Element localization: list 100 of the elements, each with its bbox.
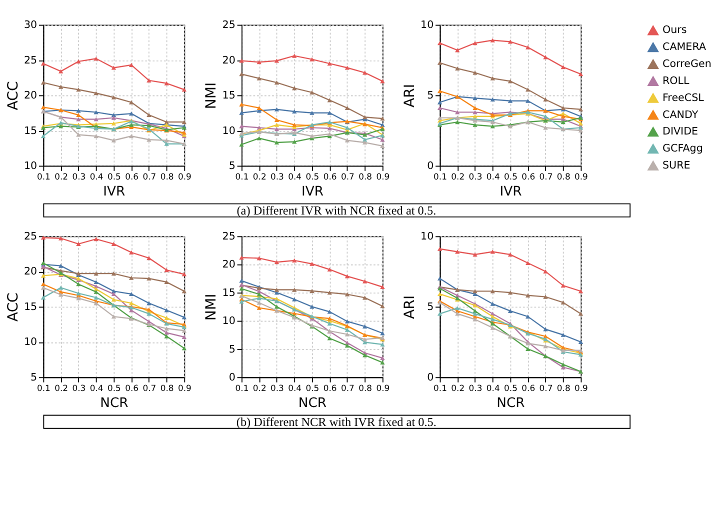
y-tick-label: 10 xyxy=(222,315,236,328)
x-tick-label: 0.3 xyxy=(468,171,482,182)
x-tick-label: 0.7 xyxy=(539,382,553,393)
legend-label: SURE xyxy=(662,160,690,172)
y-tick-label: 25 xyxy=(222,230,236,243)
x-tick-label: 0.4 xyxy=(90,382,104,393)
y-tick-label: 10 xyxy=(24,160,38,172)
legend-label: Ours xyxy=(662,24,687,36)
x-axis-title: IVR xyxy=(103,184,126,200)
y-axis-title: NMI xyxy=(204,294,220,321)
x-tick-label: 0.8 xyxy=(160,171,174,182)
x-tick-label: 0.5 xyxy=(504,171,518,182)
y-tick-label: 5 xyxy=(228,343,236,356)
y-tick-label: 25 xyxy=(24,54,38,66)
x-tick-label: 0.8 xyxy=(556,171,570,182)
x-tick-label: 0.6 xyxy=(323,382,337,393)
y-tick-label: 10 xyxy=(420,230,434,243)
legend-label: FreeCSL xyxy=(662,92,704,104)
x-tick-label: 0.9 xyxy=(178,171,192,182)
x-tick-label: 0.7 xyxy=(340,171,354,182)
y-tick-label: 15 xyxy=(24,124,38,137)
x-tick-label: 0.4 xyxy=(486,171,500,182)
x-tick-label: 0.6 xyxy=(522,171,536,182)
y-tick-label: 15 xyxy=(222,90,236,102)
x-tick-label: 0.1 xyxy=(434,171,447,182)
x-tick-label: 0.6 xyxy=(522,382,536,393)
y-axis-title: ACC xyxy=(5,81,22,110)
y-axis-title: NMI xyxy=(204,82,220,110)
x-tick-label: 0.9 xyxy=(376,382,390,393)
y-tick-label: 5 xyxy=(228,160,236,172)
x-tick-label: 0.4 xyxy=(90,171,104,182)
x-axis-title: NCR xyxy=(298,396,327,411)
x-tick-label: 0.3 xyxy=(72,171,86,182)
y-tick-label: 5 xyxy=(30,371,38,384)
y-axis-title: ACC xyxy=(5,292,22,322)
y-tick-label: 20 xyxy=(24,90,38,102)
x-tick-label: 0.2 xyxy=(252,171,266,182)
x-axis-title: IVR xyxy=(500,184,522,200)
y-tick-label: 0 xyxy=(427,371,434,384)
x-tick-label: 0.8 xyxy=(358,382,372,393)
legend-label: CorreGen xyxy=(662,58,712,70)
x-tick-label: 0.5 xyxy=(107,171,121,182)
x-tick-label: 0.8 xyxy=(358,171,372,182)
x-tick-label: 0.2 xyxy=(451,171,465,182)
y-tick-label: 25 xyxy=(24,230,38,243)
x-tick-label: 0.9 xyxy=(376,171,390,182)
x-tick-label: 0.9 xyxy=(574,171,588,182)
y-tick-label: 10 xyxy=(420,19,434,32)
x-tick-label: 0.1 xyxy=(36,171,50,182)
x-tick-label: 0.7 xyxy=(142,171,156,182)
x-tick-label: 0.1 xyxy=(434,382,447,393)
legend-label: CANDY xyxy=(662,108,699,121)
x-tick-label: 0.1 xyxy=(36,382,50,393)
legend-label: DIVIDE xyxy=(662,126,698,138)
x-tick-label: 0.6 xyxy=(125,171,139,182)
x-tick-label: 0.2 xyxy=(54,171,68,182)
x-tick-label: 0.6 xyxy=(323,171,337,182)
x-axis-title: NCR xyxy=(496,396,525,411)
text: (a) Different IVR with NCR fixed at 0.5. xyxy=(236,204,436,218)
x-tick-label: 0.9 xyxy=(574,382,588,393)
x-tick-label: 0.9 xyxy=(178,382,192,393)
x-tick-label: 0.5 xyxy=(306,382,320,393)
x-tick-label: 0.3 xyxy=(270,382,284,393)
x-tick-label: 0.7 xyxy=(539,171,553,182)
x-tick-label: 0.1 xyxy=(235,171,249,182)
x-tick-label: 0.4 xyxy=(486,382,500,393)
y-tick-label: 5 xyxy=(427,300,434,313)
y-tick-label: 30 xyxy=(24,19,38,32)
x-tick-label: 0.8 xyxy=(160,382,174,393)
y-tick-label: 0 xyxy=(427,160,434,172)
x-tick-label: 0.3 xyxy=(72,382,86,393)
legend-label: ROLL xyxy=(662,74,690,87)
x-axis-title: IVR xyxy=(301,184,324,200)
x-tick-label: 0.4 xyxy=(288,382,302,393)
y-tick-label: 15 xyxy=(222,286,236,299)
x-tick-label: 0.5 xyxy=(107,382,121,393)
y-tick-label: 20 xyxy=(222,258,236,271)
x-tick-label: 0.2 xyxy=(252,382,266,393)
x-tick-label: 0.1 xyxy=(235,382,249,393)
x-axis-title: NCR xyxy=(100,396,128,411)
y-tick-label: 20 xyxy=(222,54,236,66)
x-tick-label: 0.5 xyxy=(306,171,320,182)
x-tick-label: 0.3 xyxy=(468,382,482,393)
text: (b) Different NCR with IVR fixed at 0.5. xyxy=(236,415,436,430)
x-tick-label: 0.8 xyxy=(556,382,570,393)
x-tick-label: 0.6 xyxy=(125,382,139,393)
legend-label: CAMERA xyxy=(662,41,706,54)
y-axis-title: ARI xyxy=(402,295,418,319)
legend-label: GCFAgg xyxy=(662,142,703,155)
y-tick-label: 5 xyxy=(427,90,434,102)
y-tick-label: 10 xyxy=(222,124,236,137)
y-tick-label: 20 xyxy=(24,266,38,278)
x-tick-label: 0.7 xyxy=(340,382,354,393)
x-tick-label: 0.3 xyxy=(270,171,284,182)
x-tick-label: 0.4 xyxy=(288,171,302,182)
y-tick-label: 10 xyxy=(24,336,38,348)
x-tick-label: 0.2 xyxy=(54,382,68,393)
x-tick-label: 0.5 xyxy=(504,382,518,393)
y-axis-title: ARI xyxy=(402,84,418,108)
y-tick-label: 25 xyxy=(222,19,236,32)
